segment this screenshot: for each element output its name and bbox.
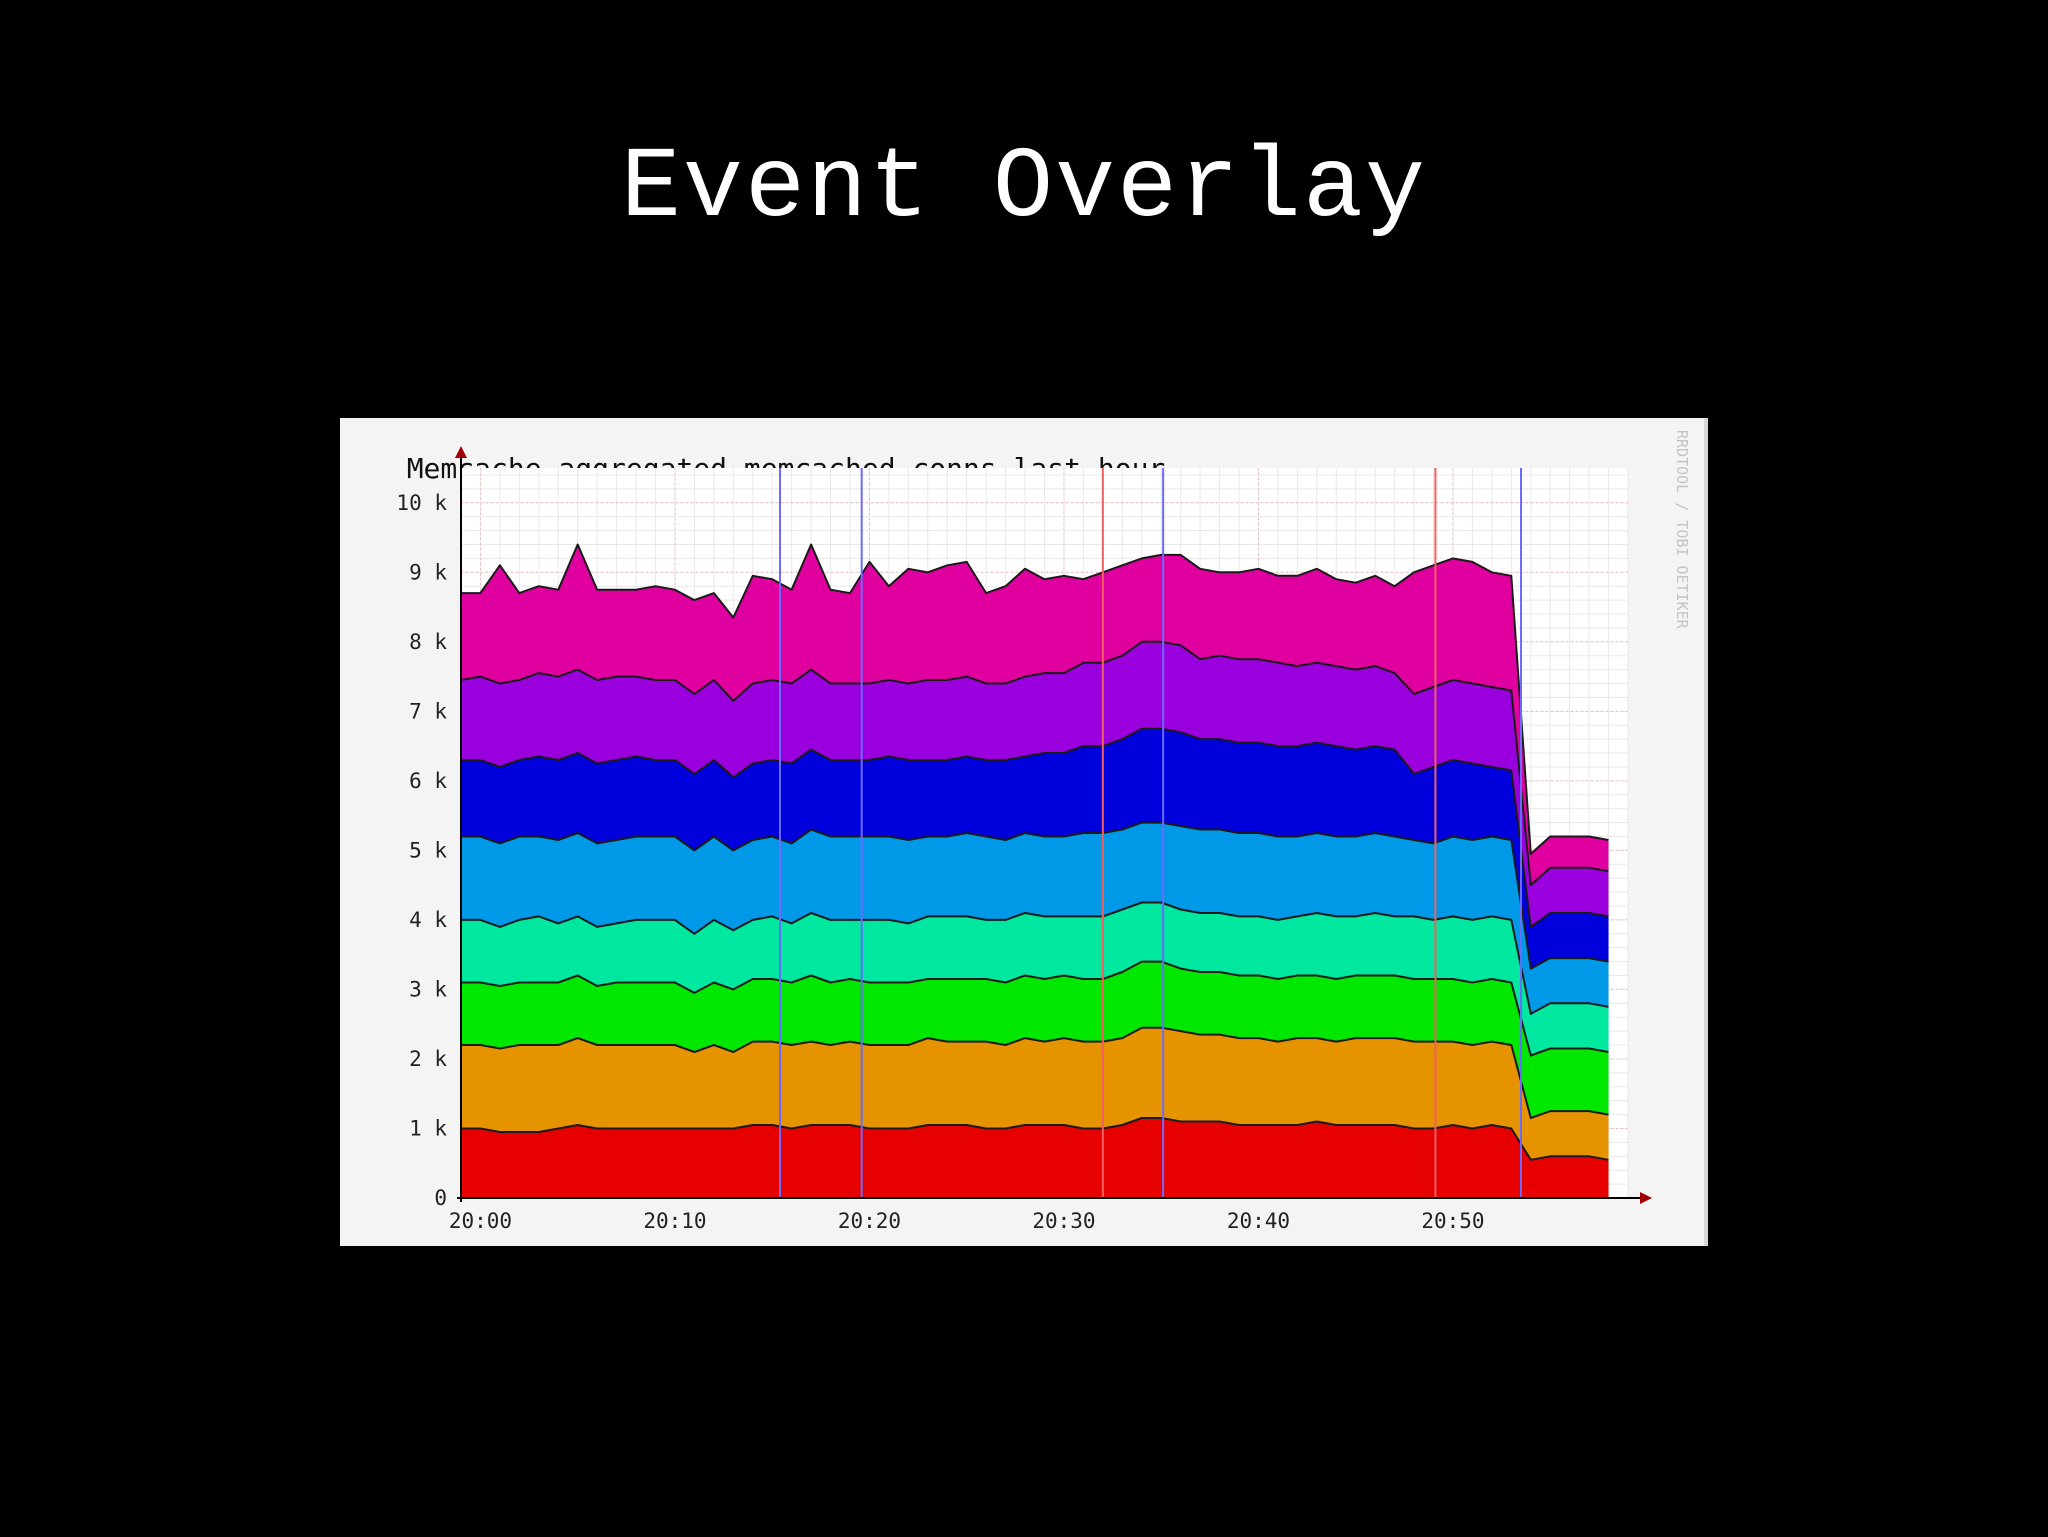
x-tick-label: 20:10 bbox=[643, 1209, 706, 1233]
plot-area: 0 1 k 2 k 3 k 4 k 5 k 6 k 7 k 8 k 9 k 10 k 20:00 20:… bbox=[396, 446, 1652, 1233]
y-tick-label: 7 k bbox=[409, 699, 447, 723]
area-series-2 bbox=[461, 1027, 1609, 1160]
y-tick-label: 8 k bbox=[409, 630, 447, 654]
y-tick-label: 4 k bbox=[409, 908, 447, 932]
x-tick-label: 20:00 bbox=[449, 1209, 512, 1233]
area-series-6 bbox=[461, 728, 1609, 969]
x-tick-label: 20:40 bbox=[1227, 1209, 1290, 1233]
y-tick-label: 5 k bbox=[409, 838, 447, 862]
series-outline-1 bbox=[461, 1117, 1609, 1161]
y-tick-label: 1 k bbox=[409, 1116, 447, 1140]
series-outline-6 bbox=[461, 727, 1609, 928]
x-tick-label: 20:30 bbox=[1032, 1209, 1095, 1233]
y-tick-label: 9 k bbox=[409, 560, 447, 584]
x-axis-arrow bbox=[1640, 1192, 1652, 1204]
area-series-1 bbox=[461, 1118, 1609, 1198]
slide-title: Event Overlay bbox=[620, 133, 1428, 246]
series-outline-2 bbox=[461, 1026, 1609, 1119]
area-series-5 bbox=[461, 822, 1609, 1014]
series-outline-7 bbox=[460, 640, 1609, 887]
y-tick-label: 0 bbox=[434, 1186, 447, 1210]
area-series-7 bbox=[461, 641, 1609, 927]
series-outline-3 bbox=[461, 960, 1609, 1057]
memcache-conns-chart: Memcache aggregated memcached_conns last… bbox=[396, 430, 1691, 1233]
series-outline-4 bbox=[461, 901, 1609, 1015]
y-tick-label: 6 k bbox=[409, 769, 447, 793]
series-outline-8 bbox=[461, 543, 1609, 855]
x-tick-label: 20:20 bbox=[838, 1209, 901, 1233]
chart-watermark: RRDTOOL / TOBI OETIKER bbox=[1673, 430, 1691, 630]
x-tick-label: 20:50 bbox=[1421, 1209, 1484, 1233]
y-tick-label: 10 k bbox=[396, 491, 447, 515]
area-series-4 bbox=[461, 902, 1609, 1056]
y-tick-label: 2 k bbox=[409, 1047, 447, 1071]
series-outline-5 bbox=[461, 821, 1609, 970]
chart-frame: Memcache aggregated memcached_conns last… bbox=[340, 418, 1708, 1246]
area-series-8 bbox=[461, 544, 1609, 886]
y-tick-label: 3 k bbox=[409, 977, 447, 1001]
y-axis-arrow bbox=[455, 446, 467, 458]
